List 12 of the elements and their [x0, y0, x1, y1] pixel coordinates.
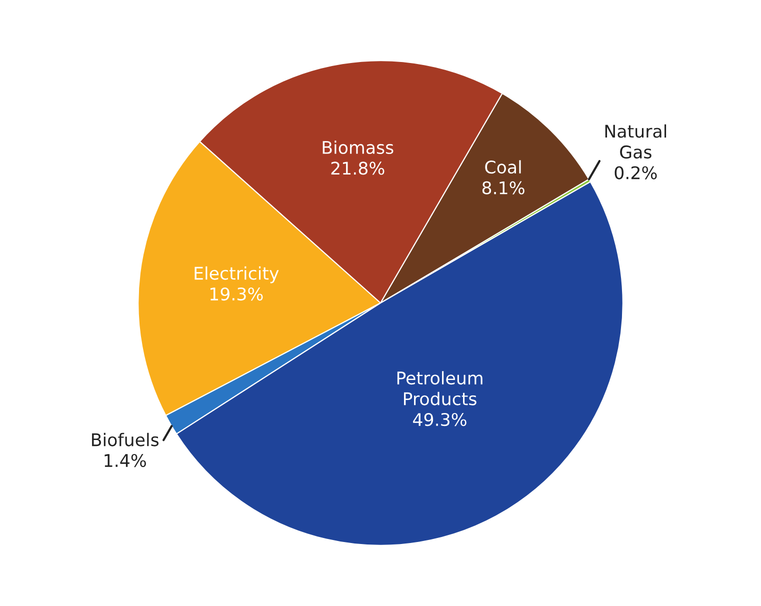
- slice-label: Natural Gas: [605, 124, 666, 159]
- data-label: 0.2%: [614, 166, 657, 180]
- slice-label: Biofuels: [92, 432, 159, 446]
- data-label: 21.8%: [331, 162, 384, 175]
- data-label: 8.1%: [482, 181, 524, 194]
- slice-label: Electricity: [194, 266, 279, 284]
- slice-label: Petroleum Products: [397, 371, 482, 406]
- data-label: 1.4%: [104, 454, 146, 468]
- data-label: 49.3%: [413, 412, 466, 426]
- data-label: 19.3%: [210, 287, 263, 301]
- slice-label: Biomass: [322, 140, 394, 154]
- slice-label: Coal: [485, 160, 521, 174]
